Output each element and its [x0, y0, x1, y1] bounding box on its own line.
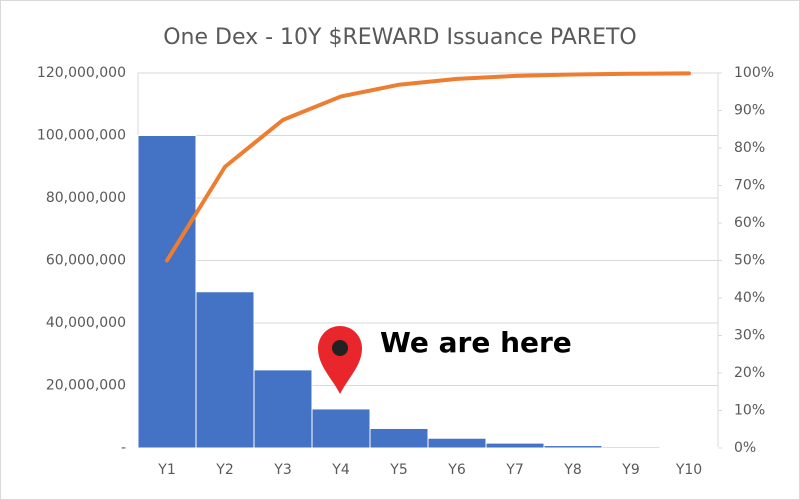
y-tick-label: 100,000,000 [37, 128, 126, 144]
bar [195, 291, 255, 449]
bar [543, 445, 603, 449]
y-tick-label: 20,000,000 [46, 378, 126, 394]
y-tick-label: 40,000,000 [46, 315, 126, 331]
y-tick-label: 80,000,000 [46, 190, 126, 206]
x-tick-label: Y1 [157, 462, 175, 478]
x-tick-label: Y10 [675, 462, 702, 478]
location-pin [318, 326, 362, 394]
x-tick-label: Y4 [331, 462, 350, 478]
x-tick-label: Y5 [389, 462, 407, 478]
x-tick-label: Y9 [621, 462, 639, 478]
chart-title: One Dex - 10Y $REWARD Issuance PARETO [163, 25, 637, 50]
y-tick-label: - [121, 440, 126, 456]
y2-tick-label: 40% [734, 290, 765, 306]
y-tick-label: 120,000,000 [37, 65, 126, 81]
y2-tick-label: 60% [734, 215, 765, 231]
y2-tick-label: 0% [734, 440, 756, 456]
y-tick-label: 60,000,000 [46, 253, 126, 269]
bar [659, 446, 719, 449]
cumulative-line [165, 71, 691, 263]
plot-area: - 20,000,000 40,000,000 60,000,000 80,000,00… [37, 65, 774, 478]
x-tick-label: Y8 [563, 462, 581, 478]
y2-tick-label: 10% [734, 403, 765, 419]
bar [601, 446, 661, 449]
bar [311, 408, 371, 449]
y2-tick-label: 70% [734, 178, 765, 194]
y2-tick-label: 30% [734, 328, 765, 344]
y2-tick-label: 90% [734, 103, 765, 119]
x-tick-label: Y6 [447, 462, 466, 478]
bar [253, 369, 313, 449]
y2-tick-label: 80% [734, 140, 765, 156]
x-tick-label: Y7 [505, 462, 523, 478]
bar [427, 437, 487, 449]
y2-tick-label: 50% [734, 253, 765, 269]
y2-tick-label: 100% [734, 65, 774, 81]
bar [485, 442, 545, 449]
x-tick-label: Y2 [215, 462, 233, 478]
bar [137, 135, 197, 449]
bar [369, 427, 429, 449]
x-tick-label: Y3 [273, 462, 291, 478]
y2-tick-label: 20% [734, 365, 765, 381]
annotation: We are here [380, 326, 572, 359]
